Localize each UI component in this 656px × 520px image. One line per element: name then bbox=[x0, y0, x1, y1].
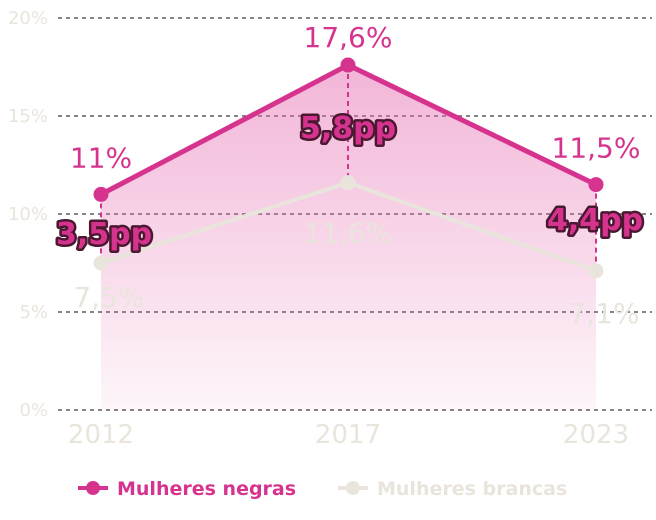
value-label-brancas: 7,1% bbox=[568, 297, 639, 330]
y-axis: 0% 5% 10% 15% 20% bbox=[8, 8, 48, 421]
value-label-negras: 17,6% bbox=[304, 21, 393, 54]
negras-area bbox=[101, 65, 596, 410]
legend-label-negras: Mulheres negras bbox=[117, 478, 296, 500]
x-tick-label: 2023 bbox=[563, 420, 629, 450]
legend-marker-brancas bbox=[346, 481, 360, 495]
y-tick-label: 15% bbox=[8, 106, 48, 127]
value-label-negras: 11% bbox=[70, 141, 132, 174]
area-fill bbox=[101, 65, 596, 410]
series-points bbox=[93, 57, 604, 279]
value-label-brancas: 7,5% bbox=[73, 281, 144, 314]
x-tick-label: 2017 bbox=[315, 420, 381, 450]
value-label-negras: 11,5% bbox=[552, 132, 641, 165]
x-tick-label: 2012 bbox=[68, 420, 134, 450]
point-negras bbox=[93, 186, 109, 202]
legend-label-brancas: Mulheres brancas bbox=[377, 478, 567, 500]
y-tick-label: 10% bbox=[8, 204, 48, 225]
point-brancas bbox=[340, 175, 356, 191]
gap-label: 5,8pp bbox=[300, 111, 396, 146]
y-tick-label: 0% bbox=[19, 400, 48, 421]
value-label-brancas: 11,6% bbox=[304, 217, 393, 250]
point-brancas bbox=[93, 255, 109, 271]
legend: Mulheres negras Mulheres brancas bbox=[78, 478, 567, 500]
data-labels: 11% 17,6% 11,5% 7,5% 11,6% 7,1% 3,5pp 5,8pp 4,4p… bbox=[53, 21, 645, 330]
legend-marker-negras bbox=[86, 481, 100, 495]
drop-lines bbox=[100, 65, 597, 271]
y-tick-label: 20% bbox=[8, 8, 48, 29]
gap-label: 4,4pp bbox=[547, 203, 643, 238]
gap-label: 3,5pp bbox=[56, 217, 152, 252]
point-negras bbox=[588, 177, 604, 193]
point-negras bbox=[340, 57, 356, 73]
point-brancas bbox=[588, 263, 604, 279]
x-axis: 2012 2017 2023 bbox=[68, 420, 629, 450]
y-tick-label: 5% bbox=[19, 302, 48, 323]
